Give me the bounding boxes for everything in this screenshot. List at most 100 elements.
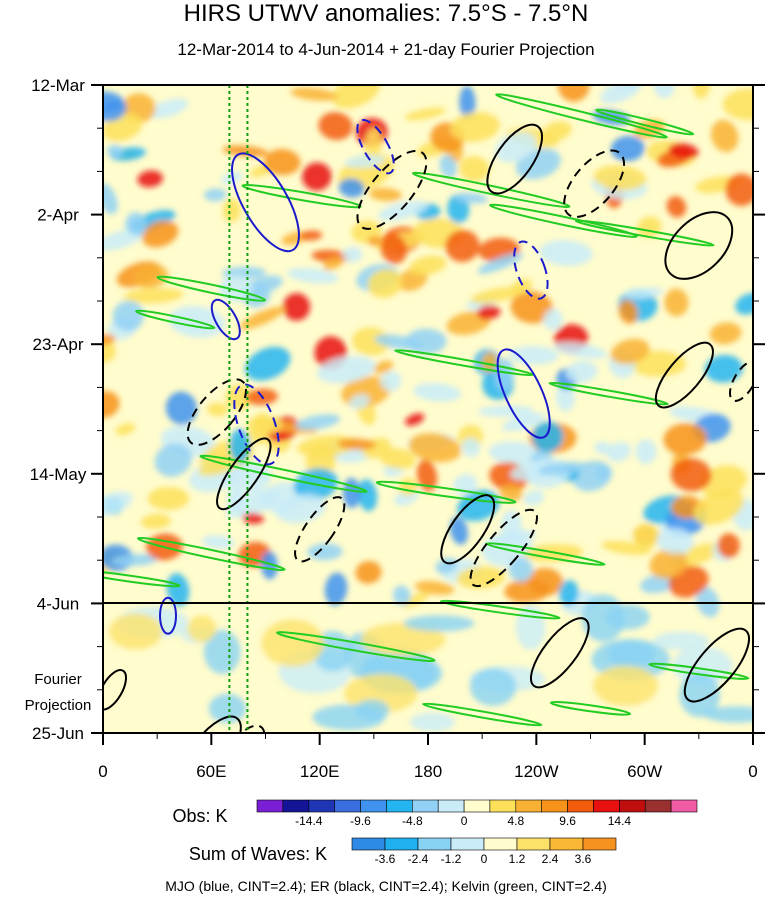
projection-patch: [409, 712, 456, 732]
er-contour: [440, 494, 496, 565]
anomaly-patch: [140, 513, 172, 529]
kelvin-contour: [375, 480, 517, 504]
mjo-contour: [159, 596, 177, 635]
anomaly-patch: [717, 533, 740, 559]
anomaly-patch: [201, 535, 235, 549]
kelvin-contour: [495, 93, 668, 139]
projection-patch: [704, 706, 753, 723]
anomaly-patch: [282, 293, 311, 321]
obs-colorbar-swatch: [386, 799, 413, 813]
anomaly-patch: [725, 173, 753, 206]
er-contour: [216, 437, 272, 511]
anomaly-patch: [380, 371, 402, 392]
anomaly-patch: [323, 256, 343, 271]
plot-area: 12-Mar 2-Apr 23-Apr 14-May 4-Jun 25-Jun 0 60E 1…: [25, 76, 765, 781]
waves-colorbar-tick-label: -1.2: [441, 852, 462, 866]
x-tick-label: 0: [748, 762, 757, 781]
y-axis-labels: 12-Mar 2-Apr 23-Apr 14-May 4-Jun 25-Jun: [30, 76, 87, 743]
anomaly-patch: [123, 287, 184, 304]
anomaly-patch: [133, 264, 169, 289]
anomaly-patch: [242, 512, 264, 524]
anomaly-patch: [653, 85, 675, 99]
obs-colorbar-label: Obs: K: [172, 806, 227, 826]
anomaly-patch: [532, 421, 564, 452]
mjo-contour: [210, 298, 241, 341]
kelvin-contour: [595, 108, 695, 136]
anomaly-patch: [222, 198, 241, 223]
anomaly-patch: [635, 439, 657, 465]
anomaly-patch: [704, 354, 743, 383]
anomaly-patch: [457, 490, 500, 522]
waves-colorbar-label: Sum of Waves: K: [189, 844, 327, 864]
waves-colorbar-tick-label: -2.4: [408, 852, 429, 866]
projection-anomaly-field: [109, 594, 753, 732]
y-tick-label: 2-Apr: [37, 206, 79, 225]
anomaly-patch: [666, 196, 687, 218]
projection-patch: [679, 672, 720, 718]
anomaly-patch: [709, 322, 742, 345]
projection-patch: [593, 665, 658, 706]
anomaly-patch: [244, 275, 283, 295]
waves-colorbar-swatch: [483, 837, 518, 851]
anomaly-patch: [495, 131, 537, 163]
anomaly-patch: [295, 414, 340, 431]
projection-patch: [470, 668, 517, 706]
anomaly-patch: [501, 412, 546, 432]
y-tick-label: 4-Jun: [37, 594, 80, 613]
anomaly-patch: [115, 423, 136, 436]
anomaly-patch: [141, 220, 179, 248]
axis-ticks: [91, 84, 765, 745]
anomaly-patch: [286, 267, 339, 284]
anomaly-patch: [593, 165, 647, 191]
er-contour: [563, 149, 626, 218]
anomaly-patch: [656, 527, 694, 554]
anomaly-patch: [302, 162, 332, 191]
anomaly-patch: [500, 510, 522, 540]
obs-colorbar-swatch: [567, 799, 594, 813]
anomaly-patch: [245, 346, 291, 381]
anomaly-patch: [414, 580, 455, 595]
er-contour: [186, 378, 247, 446]
anomaly-patch: [458, 156, 490, 182]
obs-colorbar-swatch: [411, 799, 439, 813]
anomaly-patch: [148, 98, 189, 119]
kelvin-contour: [276, 631, 436, 663]
anomaly-patch: [378, 200, 428, 221]
obs-colorbar-swatch: [308, 799, 335, 813]
anomaly-patch: [610, 338, 650, 365]
obs-colorbar-tick-label: 0: [461, 814, 468, 828]
anomaly-patch: [352, 327, 391, 356]
obs-colorbar-swatch: [334, 799, 361, 813]
anomaly-patch: [623, 287, 664, 299]
anomaly-patch: [456, 566, 506, 589]
y-tick-label: 23-Apr: [32, 335, 83, 354]
er-contour: [180, 715, 242, 733]
waves-colorbar-swatch: [516, 837, 551, 851]
fourier-label-line1: Fourier: [34, 671, 82, 688]
kelvin-contour: [549, 700, 632, 716]
obs-colorbar-tick-label: 4.8: [507, 814, 524, 828]
waves-colorbar-tick-label: 3.6: [575, 852, 592, 866]
anomaly-patch: [477, 253, 524, 274]
anomaly-patch: [449, 516, 469, 545]
anomaly-patch: [165, 391, 197, 425]
er-contour: [654, 341, 714, 409]
anomaly-patch: [324, 572, 348, 606]
obs-colorbar-tick-label: 14.4: [608, 814, 632, 828]
anomaly-patch: [338, 178, 365, 198]
anomaly-patch: [413, 383, 462, 402]
anomaly-patch: [103, 229, 143, 251]
anomaly-patch: [455, 192, 488, 204]
y-tick-label: 14-May: [30, 465, 87, 484]
anomaly-patch: [693, 489, 744, 525]
anomaly-patch: [355, 561, 382, 584]
anomaly-patch: [542, 121, 572, 141]
projection-patch: [404, 615, 475, 632]
anomaly-patch: [445, 229, 480, 263]
x-tick-label: 120E: [300, 762, 340, 781]
anomaly-patch: [290, 87, 338, 101]
projection-patch: [261, 619, 325, 667]
anomaly-patch: [318, 112, 353, 140]
anomaly-patch: [207, 402, 229, 417]
obs-colorbar-swatch: [256, 799, 284, 813]
